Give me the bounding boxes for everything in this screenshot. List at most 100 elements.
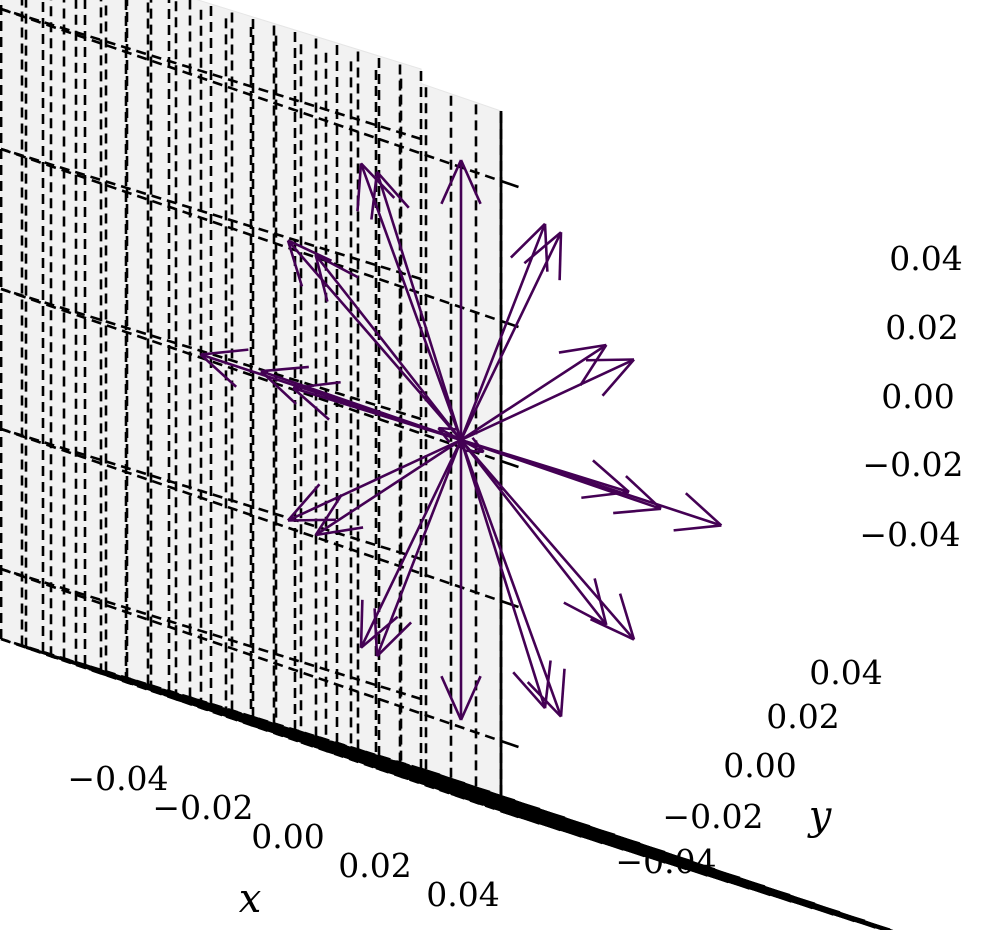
y-tick-label: 0.02: [766, 697, 839, 736]
arrow-head: [543, 223, 549, 272]
quiver-arrow: [440, 159, 482, 440]
x-tick: [845, 913, 866, 923]
y-tick: [647, 855, 666, 864]
grid-line: [0, 287, 422, 421]
y-tick: [542, 822, 561, 832]
arrow-head: [376, 621, 413, 658]
arrow-head: [360, 162, 396, 199]
x-tick: [745, 879, 766, 888]
arrow-head: [459, 159, 482, 205]
arrow-head: [376, 170, 410, 209]
y-tick: [773, 894, 792, 903]
arrow-head: [558, 343, 607, 354]
arrow-shaft: [314, 254, 463, 441]
z-tick-label: 0.02: [885, 308, 958, 347]
quiver-arrow: [459, 222, 549, 441]
arrow-shaft: [460, 358, 635, 442]
x-tick: [645, 845, 666, 854]
arrow-head: [356, 163, 363, 212]
arrow-head: [286, 240, 304, 287]
tick-marks: [420, 179, 891, 930]
arrow-head: [292, 387, 330, 421]
arrow-shaft: [437, 426, 462, 442]
y-tick: [521, 816, 540, 825]
arrow-head: [559, 668, 566, 717]
quiver-arrow: [459, 439, 552, 710]
y-tick: [836, 913, 855, 923]
grid-line: [0, 427, 422, 561]
x-tick: [470, 784, 491, 794]
arrow-head: [684, 492, 723, 527]
quiver-arrow: [437, 426, 462, 444]
x-tick: [570, 819, 591, 828]
x-tick: [770, 888, 791, 897]
z-tick-label: 0.04: [889, 239, 962, 278]
arrow-head: [314, 254, 329, 302]
z-tick: [500, 459, 519, 469]
arrow-head: [359, 599, 364, 648]
y-tick: [878, 926, 889, 930]
quiver-arrow: [314, 438, 462, 537]
arrow-head: [589, 618, 635, 641]
grid-line: [0, 7, 422, 141]
y-tick-label: −0.02: [662, 797, 763, 836]
quiver-arrow: [460, 358, 635, 442]
arrow-head: [509, 222, 546, 259]
arrow-shaft: [200, 353, 462, 442]
arrow-head: [593, 578, 608, 626]
arrow-head: [373, 608, 379, 657]
arrow-shaft: [314, 438, 462, 537]
arrow-head: [512, 671, 546, 710]
y-tick: [731, 881, 750, 890]
y-tick: [500, 809, 519, 819]
y-tick: [815, 907, 834, 916]
arrow-shaft: [359, 162, 463, 441]
grid-line: [0, 7, 502, 183]
quiver-arrow: [459, 439, 608, 627]
grid-line: [0, 567, 422, 701]
arrow-head: [673, 524, 722, 532]
arrow-head: [579, 344, 608, 387]
arrow-head: [523, 231, 562, 265]
x-tick: [670, 853, 691, 863]
arrow-head: [260, 365, 309, 373]
arrow-head: [287, 518, 337, 522]
arrow-head: [585, 358, 635, 362]
z-tick: [500, 739, 519, 749]
y-tick: [710, 874, 729, 884]
x-tick: [720, 870, 741, 880]
quiver-arrow: [459, 439, 566, 718]
arrow-head: [543, 660, 552, 709]
y-tick: [668, 861, 687, 871]
arrow-head: [315, 253, 359, 279]
x-tick: [520, 802, 541, 811]
grid-line: [0, 637, 502, 813]
arrow-head: [287, 483, 321, 522]
quiver-arrows: [199, 159, 723, 721]
arrow-shaft: [375, 439, 463, 657]
quiver-arrow: [460, 438, 723, 532]
x-tick-label: −0.02: [152, 788, 253, 827]
arrow-shaft: [460, 439, 635, 641]
arrow-shaft: [359, 439, 463, 649]
y-tick: [857, 920, 876, 929]
z-tick: [500, 179, 519, 189]
arrow-head: [437, 427, 451, 444]
arrow-head: [440, 675, 463, 721]
y-tick: [752, 887, 771, 897]
arrow-head: [558, 232, 563, 281]
y-tick: [689, 868, 708, 877]
arrow-shaft: [287, 239, 462, 441]
x-tick: [420, 767, 441, 777]
grid-line: [0, 147, 422, 281]
y-tick-label: −0.04: [615, 842, 716, 881]
z-tick-label: −0.04: [859, 515, 960, 554]
arrow-head: [592, 459, 630, 493]
x-tick: [595, 827, 616, 837]
x-tick: [620, 836, 641, 845]
z-tick-label: −0.02: [862, 445, 963, 484]
arrow-shaft: [375, 171, 463, 441]
x-tick: [820, 905, 841, 914]
quiver-arrow: [373, 439, 463, 658]
